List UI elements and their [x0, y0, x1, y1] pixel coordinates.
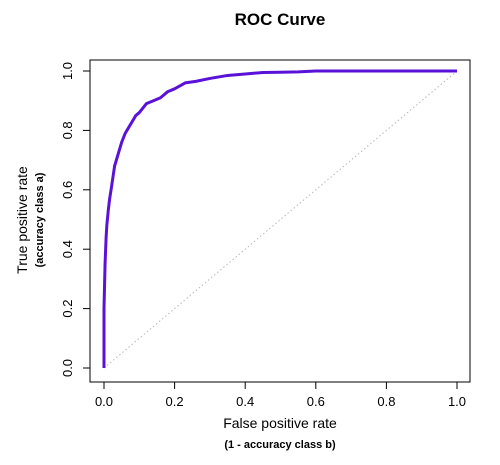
x-axis-sublabel: (1 - accuracy class b) [224, 439, 336, 451]
x-tick-label: 1.0 [448, 394, 466, 409]
chart-title: ROC Curve [235, 10, 326, 29]
y-tick-label: 0.0 [60, 359, 75, 377]
x-tick-label: 0.6 [307, 394, 325, 409]
y-tick-label: 0.8 [60, 121, 75, 139]
reference-diagonal-line [103, 70, 458, 369]
x-tick-label: 0.0 [95, 394, 113, 409]
y-tick-label: 0.2 [60, 300, 75, 318]
axis-ticks: 0.0 0.2 0.4 0.6 0.8 1.0 0.0 0.2 0.4 0.6 0.8 1.0 [60, 62, 466, 409]
x-axis-label: False positive rate [223, 415, 337, 431]
x-tick-label: 0.8 [377, 394, 395, 409]
plot-frame [89, 59, 471, 383]
y-tick-label: 1.0 [60, 62, 75, 80]
y-axis-sublabel: (accuracy class a) [34, 172, 46, 267]
y-tick-label: 0.4 [60, 240, 75, 258]
plot-series [102, 69, 458, 369]
roc-curve-line [102, 69, 457, 368]
y-tick-label: 0.6 [60, 181, 75, 199]
y-axis-label: True positive rate [14, 166, 30, 274]
x-tick-label: 0.4 [236, 394, 254, 409]
x-tick-label: 0.2 [166, 394, 184, 409]
